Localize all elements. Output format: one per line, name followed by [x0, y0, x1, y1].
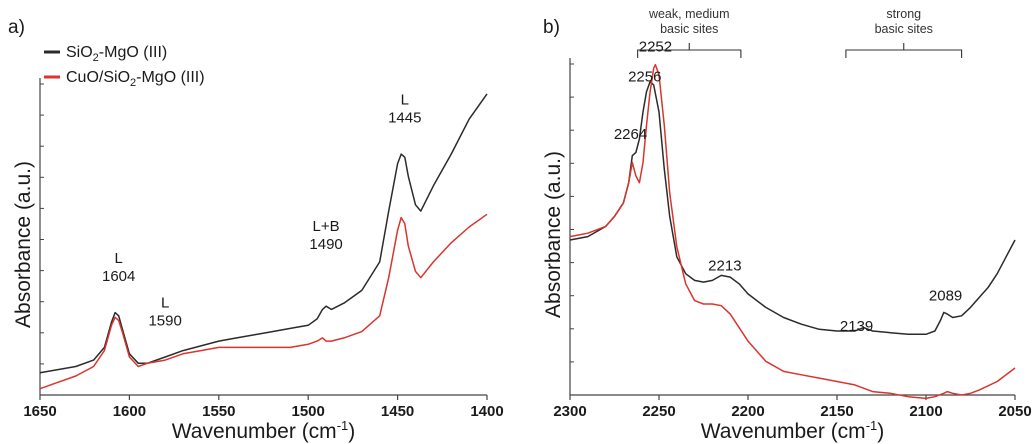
peak-annotation: L 1604 [102, 250, 135, 285]
x-tick-label: 1600 [113, 403, 146, 420]
x-tick-label: 2250 [642, 403, 675, 420]
x-axis-title-main: Wavenumber (cm [172, 420, 337, 443]
legend-label: SiO2-MgO (III) [66, 44, 167, 64]
peak-annotation: 2139 [840, 318, 873, 335]
x-tick-label: 1650 [23, 403, 56, 420]
bracket-label-line: basic sites [660, 22, 718, 36]
legend-label: CuO/SiO2-MgO (III) [66, 69, 205, 89]
bracket-label: strong basic sites [875, 7, 933, 36]
peak-annotation: 2089 [929, 288, 962, 305]
y-axis-title: Absorbance (a.u.) [542, 151, 565, 318]
peak-annotation-line: L [161, 294, 169, 311]
x-tick-label: 1550 [202, 403, 235, 420]
series-line-black [569, 80, 1016, 336]
peak-annotation-line: 2256 [628, 69, 661, 86]
panel-label: b) [543, 17, 560, 38]
x-axis-title-end: ) [877, 420, 884, 443]
series-line-red [39, 213, 488, 390]
peak-annotation-line: 2264 [614, 126, 647, 143]
series-line-red [569, 63, 1016, 400]
x-axis-title-main: Wavenumber (cm [701, 420, 866, 443]
peak-annotation-line: 2089 [929, 288, 962, 305]
legend-label-sub: 2 [130, 77, 136, 89]
bracket-label-line: basic sites [875, 22, 933, 36]
peak-annotation-line: 1590 [148, 312, 181, 329]
peak-annotation: 2256 [628, 69, 661, 86]
x-tick-label: 2100 [909, 403, 942, 420]
peak-annotation: L 1445 [388, 91, 421, 126]
peak-annotation-line: L [401, 91, 409, 108]
series-line-black [39, 93, 488, 374]
x-axis-title-end: ) [348, 420, 355, 443]
peak-annotation-line: 2213 [708, 257, 741, 274]
bracket-label-line: strong [886, 7, 921, 21]
peak-annotation: L 1590 [148, 294, 181, 329]
peak-annotation-line: L+B [313, 218, 340, 235]
y-axis-title: Absorbance (a.u.) [12, 161, 35, 328]
legend-label-post: -MgO (III) [136, 69, 204, 86]
peak-annotation-line: 2252 [639, 38, 672, 55]
x-tick-label: 2150 [820, 403, 853, 420]
site-bracket: strong basic sites [845, 7, 963, 58]
peak-annotation: 2264 [614, 126, 647, 143]
bracket-label: weak, medium basic sites [648, 7, 730, 36]
site-bracket: weak, medium basic sites [637, 7, 742, 58]
panel-label: a) [8, 17, 25, 38]
peak-annotation: 2213 [708, 257, 741, 274]
legend-label-pre: SiO [66, 44, 93, 61]
legend-label-post: -MgO (III) [99, 44, 167, 61]
peak-annotation-line: 1604 [102, 268, 135, 285]
legend-label-pre: CuO/SiO [66, 69, 130, 86]
bracket-label-line: weak, medium [648, 7, 730, 21]
peak-annotation: L+B 1490 [309, 218, 342, 253]
x-tick-label: 2050 [998, 403, 1031, 420]
legend-label-sub: 2 [93, 52, 99, 64]
bracket-line [637, 43, 742, 58]
peak-annotation-line: 1490 [309, 236, 342, 253]
x-axis-title-sup: -1 [337, 418, 349, 433]
x-tick-label: 2300 [553, 403, 586, 420]
x-tick-label: 2200 [731, 403, 764, 420]
x-tick-label: 1400 [470, 403, 503, 420]
x-axis-title-sup: -1 [866, 418, 878, 433]
bracket-line [845, 43, 963, 58]
peak-annotation-line: 1445 [388, 109, 421, 126]
legend: SiO2-MgO (III)CuO/SiO2-MgO (III) [44, 44, 205, 89]
panel-a: a) 1650 1600 1550 1500 1450 1400 Wavenumber (cm… [8, 17, 504, 443]
x-axis-title: Wavenumber (cm-1) [172, 418, 356, 443]
x-tick-label: 1500 [292, 403, 325, 420]
peak-annotation-line: 2139 [840, 318, 873, 335]
peak-annotation: 2252 [639, 38, 672, 55]
x-tick-label: 1450 [381, 403, 414, 420]
x-axis-title: Wavenumber (cm-1) [701, 418, 885, 443]
peak-annotation-line: L [115, 250, 123, 267]
panel-b: b) 2300 2250 2200 2150 2100 2050 Wavenumber (cm… [542, 7, 1032, 443]
